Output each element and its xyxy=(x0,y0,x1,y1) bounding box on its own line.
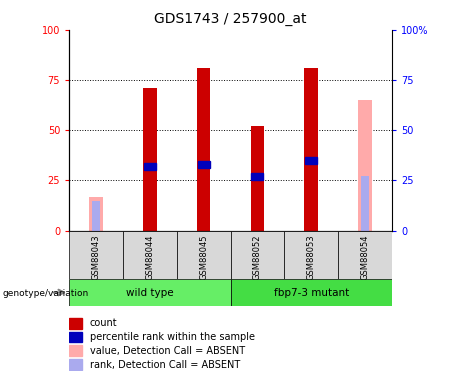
Text: GSM88053: GSM88053 xyxy=(307,234,316,280)
Bar xyxy=(69,345,83,356)
Bar xyxy=(144,163,156,170)
Bar xyxy=(92,201,100,231)
Bar xyxy=(304,68,318,231)
Bar xyxy=(361,177,369,231)
Bar xyxy=(338,231,392,279)
Bar xyxy=(230,279,392,306)
Bar xyxy=(89,196,103,231)
Bar xyxy=(69,231,123,279)
Text: genotype/variation: genotype/variation xyxy=(2,289,89,298)
Bar xyxy=(69,332,83,342)
Bar xyxy=(230,231,284,279)
Text: GSM88044: GSM88044 xyxy=(145,234,154,280)
Bar xyxy=(358,100,372,231)
Bar xyxy=(198,161,210,168)
Bar xyxy=(251,126,264,231)
Text: GSM88045: GSM88045 xyxy=(199,234,208,280)
Text: wild type: wild type xyxy=(126,288,174,297)
Text: count: count xyxy=(90,318,118,328)
Bar xyxy=(177,231,230,279)
Bar xyxy=(123,231,177,279)
Bar xyxy=(69,318,83,328)
Text: fbp7-3 mutant: fbp7-3 mutant xyxy=(273,288,349,297)
Bar xyxy=(197,68,210,231)
Text: rank, Detection Call = ABSENT: rank, Detection Call = ABSENT xyxy=(90,360,240,370)
Title: GDS1743 / 257900_at: GDS1743 / 257900_at xyxy=(154,12,307,26)
Text: percentile rank within the sample: percentile rank within the sample xyxy=(90,332,255,342)
Bar xyxy=(143,88,157,231)
Text: GSM88054: GSM88054 xyxy=(361,234,369,280)
Bar xyxy=(305,157,317,164)
Bar xyxy=(69,359,83,370)
Bar xyxy=(69,279,230,306)
Text: GSM88052: GSM88052 xyxy=(253,234,262,280)
Text: value, Detection Call = ABSENT: value, Detection Call = ABSENT xyxy=(90,346,245,356)
Text: GSM88043: GSM88043 xyxy=(92,234,100,280)
Bar xyxy=(284,231,338,279)
Bar xyxy=(251,173,263,180)
